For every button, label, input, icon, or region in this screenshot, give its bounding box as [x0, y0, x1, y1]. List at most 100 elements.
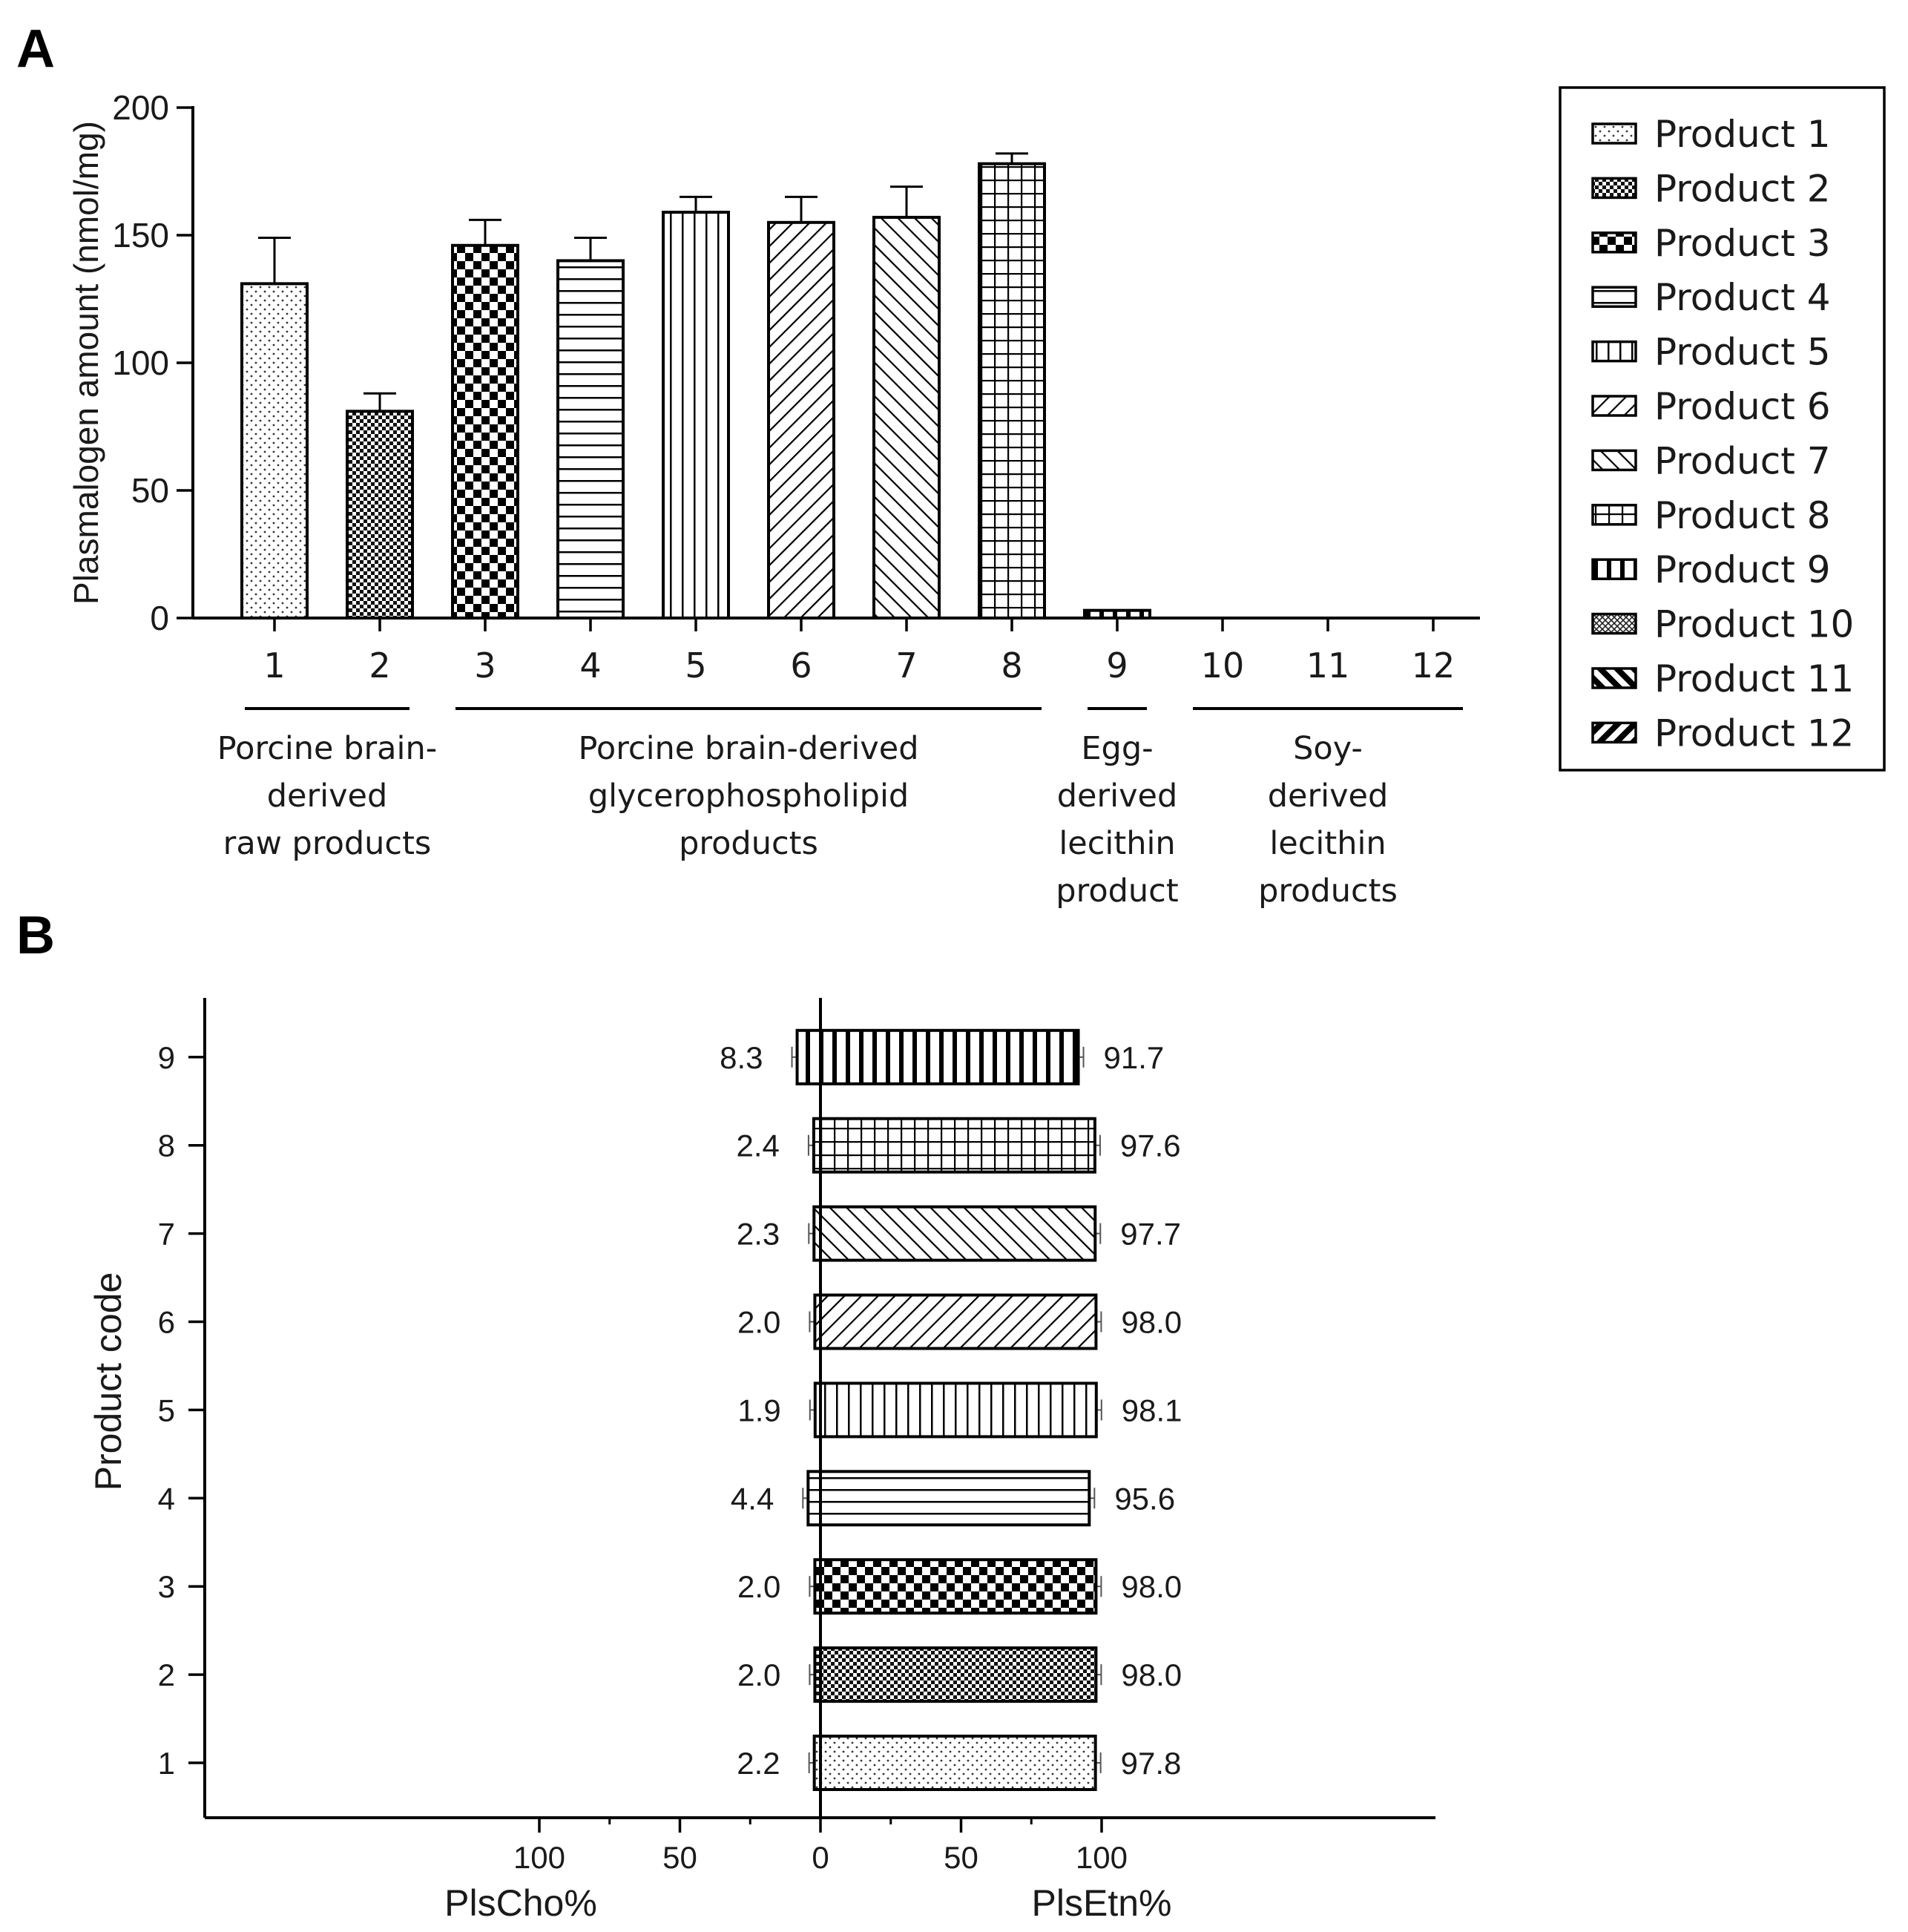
value-label-plsetn: 97.8 [1121, 1746, 1182, 1781]
legend-box [1559, 86, 1886, 772]
legend-entry: Product 8 [1654, 494, 1831, 537]
value-label-plscho: 2.3 [737, 1217, 780, 1252]
y-tick-label: 1 [158, 1746, 175, 1781]
group-label-line: Porcine brain-derived [578, 730, 918, 767]
group-label-line: Soy- [1293, 730, 1363, 767]
group-label-line: derived [1268, 778, 1389, 815]
legend-entry: Product 10 [1654, 603, 1854, 646]
x-tick-label: 50 [944, 1840, 978, 1875]
legend-swatch [1591, 231, 1637, 254]
legend-swatch [1591, 122, 1637, 145]
group-label-line: product [1056, 873, 1178, 910]
y-tick-label: 2 [158, 1657, 175, 1692]
x-tick-label: 10 [1201, 645, 1245, 686]
bar-product-9 [1083, 608, 1151, 620]
x-tick-label: 1 [263, 645, 285, 686]
bar-product-6 [767, 220, 835, 620]
legend-entry: Product 2 [1654, 167, 1831, 210]
value-label-plscho: 2.0 [737, 1569, 780, 1604]
group-label-line: products [679, 825, 818, 862]
bar-product-2 [346, 410, 414, 620]
legend-entry: Product 1 [1654, 113, 1831, 156]
y-tick-label: 150 [112, 216, 169, 254]
group-label: Soy-derived lecithin products [1258, 730, 1398, 910]
bar-product-5 [813, 1381, 1098, 1439]
group-label-line: glycerophospholipid [588, 778, 909, 815]
x-tick-label: 11 [1306, 645, 1350, 686]
legend-swatch [1591, 504, 1637, 526]
x-tick-label: 5 [685, 645, 706, 686]
y-axis-title: Product code [88, 1272, 129, 1491]
bar-product-4 [556, 259, 625, 620]
group-label-line: products [1258, 873, 1398, 910]
x-tick-label: 2 [369, 645, 390, 686]
panel-b-chart: 100 50 0 50 100 PlsCho% PlsEtn% Product code 1 2.… [88, 998, 1435, 1924]
value-label-plscho: 8.3 [720, 1040, 763, 1075]
legend-swatch [1591, 449, 1637, 472]
bar-product-7 [872, 215, 941, 620]
y-tick-label: 6 [158, 1305, 175, 1340]
legend-swatch [1591, 340, 1637, 363]
y-axis-title: Plasmalogen amount (nmol/mg) [67, 121, 105, 605]
legend-entry: Product 7 [1654, 439, 1831, 482]
panel-a-letter: A [16, 19, 55, 79]
y-tick-label: 8 [158, 1128, 175, 1163]
x-tick-label: 100 [513, 1840, 565, 1875]
x-tick-label: 4 [579, 645, 601, 686]
group-label: Porcine brain-derived glycerophospholipid… [578, 730, 918, 862]
group-label-line: lecithin [1059, 825, 1175, 862]
value-label-plscho: 2.0 [737, 1305, 780, 1340]
group-label: Egg-derived lecithin product [1056, 730, 1178, 910]
bar-product-1 [812, 1735, 1097, 1791]
x-tick-label: 9 [1106, 645, 1128, 686]
legend-swatch [1591, 721, 1637, 744]
value-label-plsetn: 98.0 [1121, 1569, 1182, 1604]
x-tick-label: 12 [1412, 645, 1455, 686]
bar-product-7 [812, 1205, 1097, 1262]
legend-swatch [1591, 177, 1637, 200]
x-tick-label: 0 [812, 1840, 829, 1875]
y-tick-label: 200 [112, 88, 169, 127]
y-tick-label: 9 [158, 1040, 175, 1075]
x-tick-label: 3 [474, 645, 496, 686]
bar-product-2 [813, 1646, 1098, 1703]
value-label-plsetn: 97.6 [1120, 1128, 1181, 1163]
bar-product-3 [451, 243, 519, 620]
group-label-line: Porcine brain- [217, 730, 437, 767]
value-label-plsetn: 98.0 [1121, 1657, 1182, 1692]
value-label-plsetn: 97.7 [1120, 1217, 1181, 1252]
bar-product-1 [240, 282, 309, 620]
group-label-line: lecithin [1269, 825, 1386, 862]
legend-swatch [1591, 667, 1637, 689]
x-tick-label: 7 [895, 645, 917, 686]
legend-entry: Product 11 [1654, 657, 1854, 700]
value-label-plsetn: 98.0 [1121, 1305, 1182, 1340]
group-label-line: Egg- [1081, 730, 1153, 767]
legend: Product 1 Product 2 Product 3 Product 4 Prod… [1559, 86, 1886, 772]
bar-product-5 [662, 211, 730, 620]
x-tick-label: 8 [1001, 645, 1022, 686]
y-tick-label: 0 [150, 599, 169, 637]
y-tick-label: 5 [158, 1393, 175, 1427]
y-tick-label: 3 [158, 1569, 175, 1604]
group-label-line: derived [1057, 778, 1178, 815]
bar-product-6 [813, 1293, 1098, 1350]
legend-entry: Product 12 [1654, 712, 1854, 755]
legend-swatch [1591, 395, 1637, 417]
x-tick-label: 50 [662, 1840, 697, 1875]
bar-product-8 [812, 1117, 1096, 1174]
legend-entry: Product 3 [1654, 222, 1831, 265]
panel-b-letter: B [16, 906, 55, 965]
value-label-plscho: 1.9 [737, 1393, 780, 1427]
value-label-plscho: 2.2 [737, 1746, 780, 1781]
y-tick-label: 50 [131, 471, 169, 510]
legend-swatch [1591, 286, 1637, 308]
legend-entry: Product 9 [1654, 548, 1831, 591]
legend-swatch [1591, 612, 1637, 635]
group-label-line: raw products [223, 825, 432, 862]
group-label-line: derived [267, 778, 388, 815]
bar-product-3 [813, 1558, 1098, 1615]
bar-product-8 [978, 162, 1046, 620]
